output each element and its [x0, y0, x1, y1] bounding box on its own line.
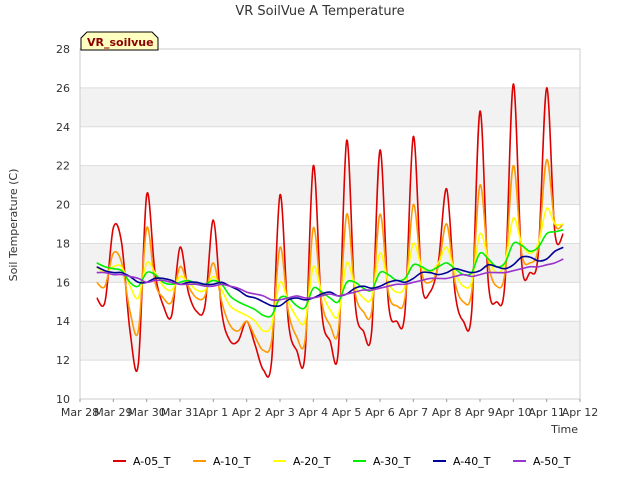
legend-item: A-50_T — [513, 455, 571, 468]
series-line-a-05-t — [96, 83, 565, 378]
series-line-a-30-t — [96, 229, 564, 318]
series-lines — [96, 83, 565, 378]
site-tag-label: VR_soilvue — [87, 36, 154, 49]
x-tick-label: Apr 2 — [232, 406, 262, 419]
plot-band — [80, 243, 580, 283]
y-tick-label: 24 — [56, 121, 70, 134]
x-tick-label: Apr 8 — [432, 406, 462, 419]
legend-label: A-40_T — [453, 455, 491, 468]
legend-item: A-40_T — [433, 455, 491, 468]
legend-item: A-10_T — [193, 455, 251, 468]
y-tick-label: 22 — [56, 160, 70, 173]
x-tick-label: Mar 31 — [161, 406, 199, 419]
legend: A-05_T A-10_T A-20_T A-30_T A-40_T A-50_T — [113, 455, 571, 468]
y-tick-label: 10 — [56, 393, 70, 406]
legend-item: A-30_T — [353, 455, 411, 468]
legend-label: A-20_T — [293, 455, 331, 468]
legend-label: A-50_T — [533, 455, 571, 468]
legend-label: A-10_T — [213, 455, 251, 468]
y-tick-label: 26 — [56, 82, 70, 95]
site-tag-box — [80, 31, 159, 51]
plot-frame — [79, 48, 581, 400]
series-line-a-20-t — [96, 207, 564, 333]
x-tick-label: Mar 29 — [94, 406, 132, 419]
x-tick-label: Mar 28 — [61, 406, 99, 419]
y-tick-label: 28 — [56, 43, 70, 56]
x-tick-label: Apr 10 — [495, 406, 532, 419]
x-tick-label: Apr 3 — [265, 406, 295, 419]
x-tick-label: Apr 1 — [199, 406, 229, 419]
x-tick-label: Apr 12 — [562, 406, 599, 419]
y-tick-label: 20 — [56, 199, 70, 212]
x-tick-label: Apr 7 — [399, 406, 429, 419]
x-axis-title: Time — [550, 423, 578, 436]
x-tick-label: Apr 11 — [528, 406, 565, 419]
chart-title: VR SoilVue A Temperature — [235, 4, 404, 19]
legend-item: A-20_T — [273, 455, 331, 468]
legend-item: A-05_T — [113, 455, 171, 468]
plot-band — [80, 165, 580, 205]
legend-label: A-30_T — [373, 455, 411, 468]
x-tick-label: Apr 4 — [299, 406, 329, 419]
y-tick-label: 14 — [56, 315, 70, 328]
y-tick-label: 12 — [56, 354, 70, 367]
legend-label: A-05_T — [133, 455, 171, 468]
x-tick-label: Apr 9 — [465, 406, 495, 419]
x-tick-label: Mar 30 — [128, 406, 166, 419]
site-tag: VR_soilvue — [80, 31, 159, 51]
x-tick-label: Apr 5 — [332, 406, 362, 419]
series-line-a-40-t — [96, 246, 564, 308]
x-tick-label: Apr 6 — [365, 406, 395, 419]
y-tick-label: 16 — [56, 276, 70, 289]
series-line-a-50-t — [96, 258, 564, 302]
y-tick-label: 18 — [56, 237, 70, 250]
plot-band — [80, 87, 580, 127]
y-axis-ticks: 10 12 14 16 18 20 22 24 26 28 — [56, 43, 70, 406]
y-axis-title: Soil Temperature (C) — [7, 169, 20, 282]
